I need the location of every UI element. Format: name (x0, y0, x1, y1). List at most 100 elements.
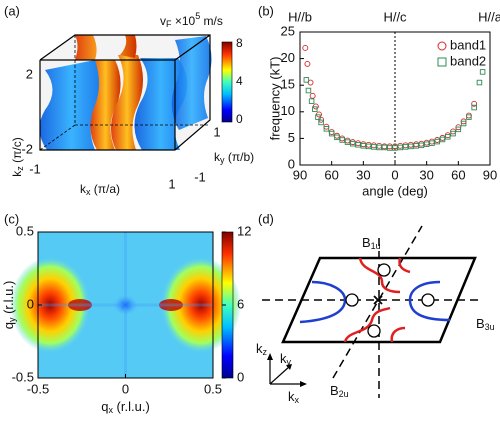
x-tick-label: -0.5 (27, 381, 49, 396)
point (450, 130, 456, 137)
point (360, 143, 367, 149)
point (402, 144, 409, 150)
symmetry-label: B3u (476, 316, 495, 332)
axis-label: kz (256, 341, 268, 357)
label-part: q (1, 322, 16, 329)
panel-label: (b) (258, 3, 274, 18)
point (428, 138, 435, 145)
fermi-surface-3d (39, 34, 212, 151)
top-label: H//b (288, 9, 312, 24)
point (466, 114, 472, 120)
point (323, 126, 330, 132)
point (333, 132, 340, 139)
y-tick-label: 15 (281, 77, 295, 92)
point (413, 141, 420, 148)
legend-label: band2 (450, 53, 486, 68)
point (365, 143, 372, 150)
point (397, 142, 404, 149)
colorbar-tick-label: 8 (236, 36, 243, 50)
point (360, 141, 367, 148)
x-tick-label: 60 (324, 167, 338, 182)
x-tick-label: 0 (391, 167, 398, 182)
point (402, 142, 409, 149)
point (381, 143, 388, 150)
point (305, 87, 312, 94)
point (445, 134, 451, 140)
colorbar-tick-label: 0 (236, 112, 243, 126)
tick-label: 1 (168, 176, 175, 191)
point (434, 138, 440, 145)
y-axis-label: frequency (kT) (267, 57, 282, 141)
tick-label: 1 (213, 124, 220, 139)
point (408, 143, 414, 150)
y-tick-label: 10 (281, 103, 295, 118)
point (339, 137, 345, 143)
point (312, 106, 318, 112)
point (465, 112, 472, 119)
label-part: y (7, 317, 17, 322)
x-tick-label: 30 (356, 167, 370, 182)
diagram (262, 225, 478, 398)
point (350, 140, 356, 147)
tick-label: -1 (29, 161, 41, 176)
colorbar-tick-label: 0 (237, 369, 244, 384)
point (302, 45, 309, 51)
point (434, 137, 441, 143)
point (392, 145, 398, 151)
point (328, 129, 335, 135)
point (460, 120, 467, 127)
point (318, 119, 324, 126)
point (344, 137, 351, 144)
point (397, 144, 404, 151)
point (439, 136, 446, 143)
x-axis-label: qx (r.l.u.) (101, 399, 150, 415)
x-tick-label: 90 (483, 167, 497, 182)
point (381, 144, 388, 151)
point (429, 140, 435, 146)
point (315, 114, 321, 120)
x-tick-label: 0 (122, 381, 129, 396)
label-part: x (108, 405, 113, 415)
x-tick-label: 60 (451, 167, 465, 182)
axis-label: kx (288, 389, 300, 405)
point (418, 142, 425, 149)
colorbar-tick-label: 4 (236, 74, 243, 88)
point (407, 141, 414, 148)
label-part: q (101, 399, 108, 414)
point (471, 100, 478, 107)
point (344, 139, 351, 145)
point (386, 143, 393, 150)
point (334, 134, 340, 141)
legend-marker (437, 41, 447, 51)
point (423, 139, 430, 146)
axis-label: ky (π/b) (214, 150, 254, 165)
y-tick-label: 25 (281, 23, 295, 38)
point (439, 134, 446, 141)
y-tick-label: 5 (288, 130, 295, 145)
panel-label: (d) (258, 211, 274, 226)
tick-label: 2 (26, 66, 33, 81)
y-tick-label: 0 (288, 156, 295, 171)
point (355, 140, 362, 147)
y-tick-label: 20 (281, 50, 295, 65)
symmetry-label: B1u (362, 235, 381, 251)
x-tick-label: 30 (419, 167, 433, 182)
x-axis-label: angle (deg) (362, 183, 428, 198)
point (423, 141, 430, 148)
y-tick-label: -0.5 (12, 369, 34, 384)
point (413, 143, 419, 149)
point (455, 126, 462, 133)
point (370, 142, 377, 149)
heatmap-image (10, 232, 241, 378)
point (376, 142, 383, 149)
point (471, 104, 477, 111)
symmetry-label: B2u (330, 383, 349, 399)
top-label: H//a (478, 9, 500, 24)
point (386, 145, 393, 151)
point (308, 98, 315, 104)
y-tick-label: 0.5 (16, 223, 34, 238)
point (328, 130, 335, 137)
y-tick-label: 0 (27, 296, 34, 311)
point (304, 60, 311, 67)
panel-label: (c) (4, 211, 19, 226)
